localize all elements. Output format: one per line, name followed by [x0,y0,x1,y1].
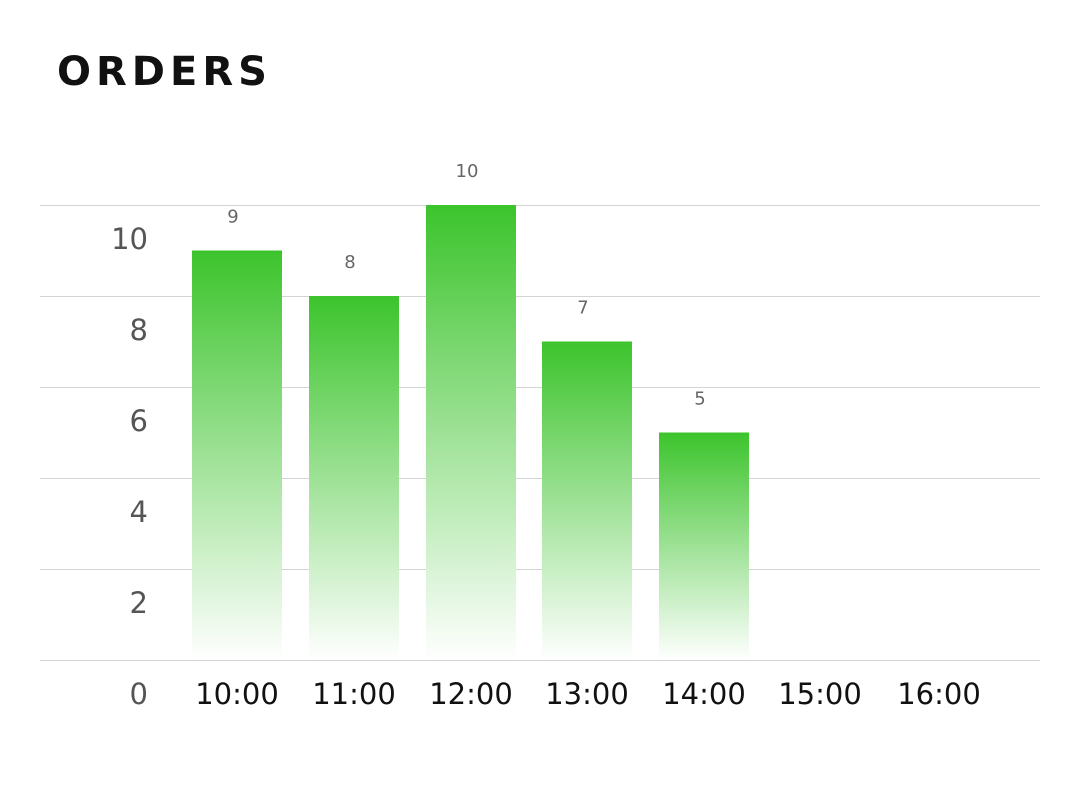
x-tick-label: 14:00 [662,677,746,711]
x-tick-label: 12:00 [429,677,513,711]
bar [192,250,282,660]
bar [309,296,399,660]
x-tick-label: 10:00 [195,677,279,711]
data-label: 8 [344,252,355,273]
x-axis-tick-labels: 10:00 11:00 12:00 13:00 14:00 15:00 16:00 [195,677,981,711]
gridlines [40,205,1040,661]
y-tick-label: 6 [130,404,148,438]
data-labels: 9 8 10 7 5 [227,161,705,410]
y-axis-tick-labels: 0 2 4 6 8 10 [111,222,148,711]
data-label: 10 [456,161,479,182]
chart-title: ORDERS [57,49,272,95]
y-tick-label: 4 [130,495,148,529]
data-label: 9 [227,207,238,228]
data-label: 5 [694,389,705,410]
y-tick-label: 0 [130,677,148,711]
bars [192,205,749,660]
x-tick-label: 11:00 [312,677,396,711]
x-tick-label: 16:00 [897,677,981,711]
bar [426,205,516,660]
bar [659,432,749,660]
y-tick-label: 2 [130,586,148,620]
x-tick-label: 15:00 [778,677,862,711]
y-tick-label: 10 [111,222,148,256]
y-tick-label: 8 [130,313,148,347]
bar [542,341,632,660]
data-label: 7 [577,298,588,319]
x-tick-label: 13:00 [545,677,629,711]
